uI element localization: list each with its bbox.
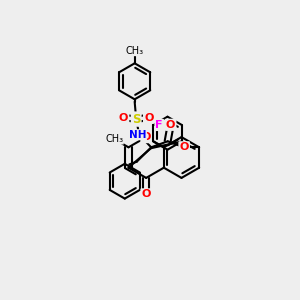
- Text: O: O: [142, 189, 151, 200]
- Text: CH₃: CH₃: [105, 134, 123, 144]
- Text: O: O: [166, 120, 175, 130]
- Text: O: O: [119, 112, 128, 123]
- Text: NH: NH: [129, 130, 146, 140]
- Text: S: S: [132, 112, 140, 126]
- Text: F: F: [155, 120, 163, 130]
- Text: O: O: [179, 142, 189, 152]
- Text: O: O: [144, 112, 154, 123]
- Text: O: O: [142, 132, 151, 142]
- Text: CH₃: CH₃: [126, 46, 144, 56]
